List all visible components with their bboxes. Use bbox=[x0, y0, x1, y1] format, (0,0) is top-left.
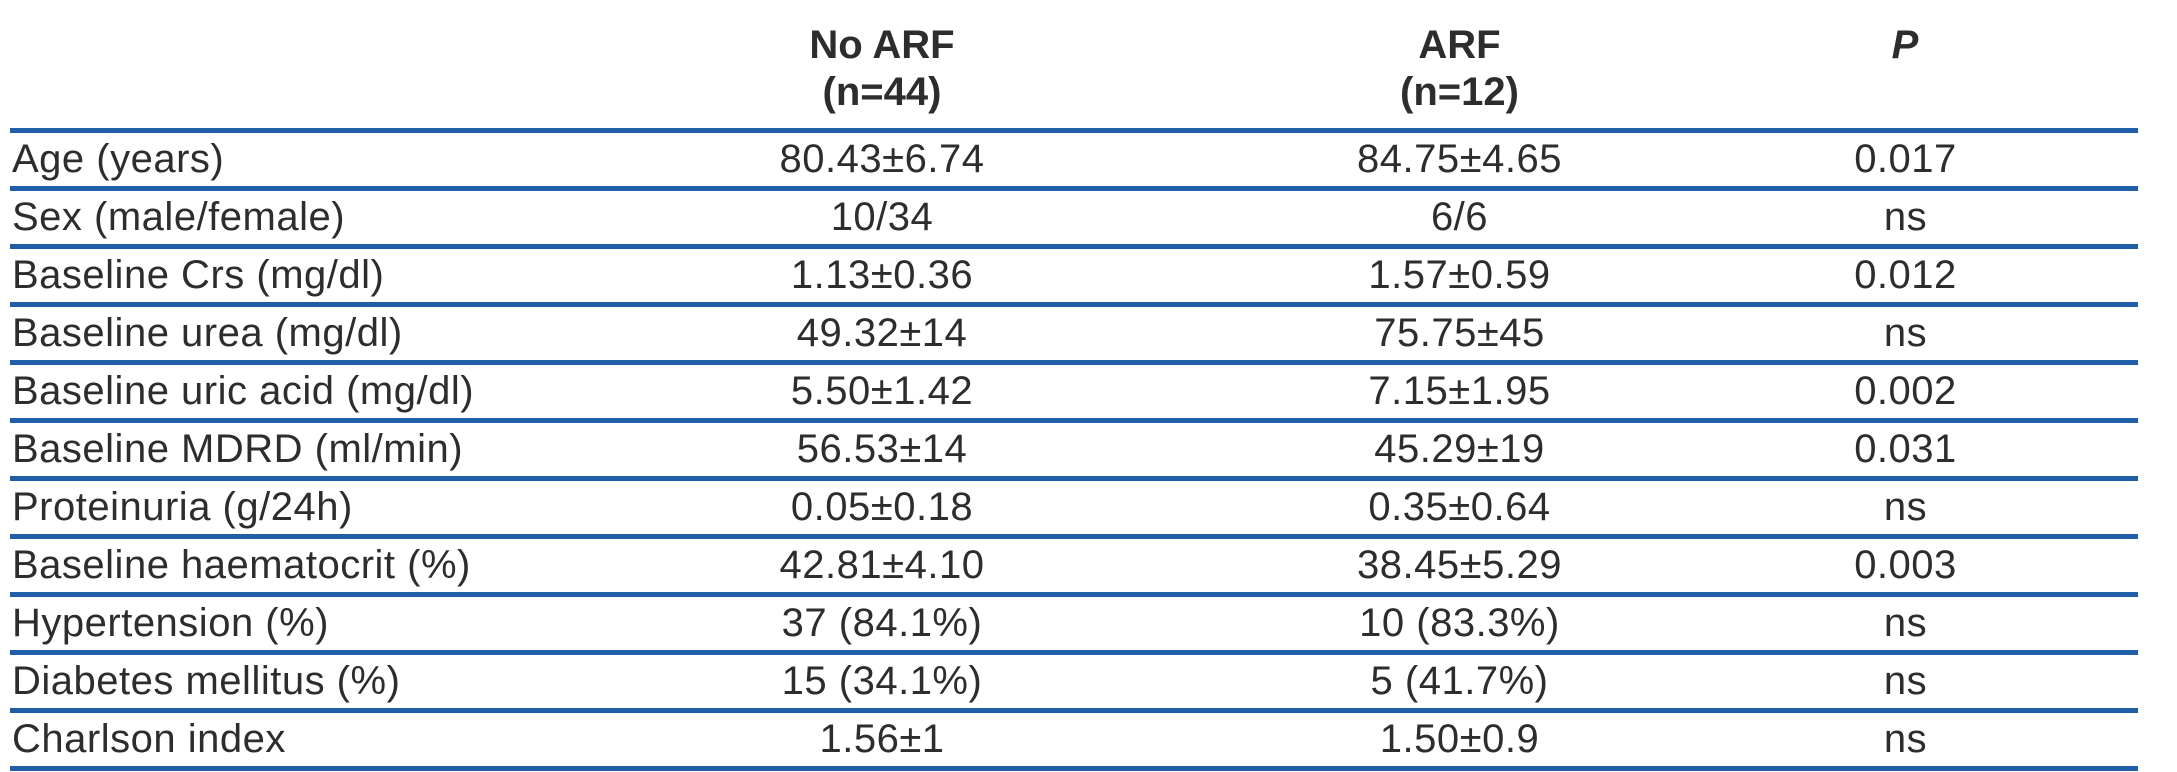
cell-p-value: 0.002 bbox=[1717, 362, 2138, 424]
cell-no-arf: 80.43±6.74 bbox=[562, 130, 1202, 192]
header-row: No ARF (n=44) ARF (n=12) P bbox=[10, 0, 2138, 134]
row-label: Baseline urea (mg/dl) bbox=[10, 304, 562, 366]
header-no-arf: No ARF (n=44) bbox=[562, 0, 1202, 134]
table-body: Age (years) 80.43±6.74 84.75±4.65 0.017 … bbox=[10, 130, 2138, 772]
cell-arf: 7.15±1.95 bbox=[1202, 362, 1717, 424]
cell-arf: 1.57±0.59 bbox=[1202, 246, 1717, 308]
cell-p-value: 0.012 bbox=[1717, 246, 2138, 308]
cell-arf: 0.35±0.64 bbox=[1202, 478, 1717, 540]
arf-comparison-table: No ARF (n=44) ARF (n=12) P Age (years) 8… bbox=[10, 0, 2138, 772]
row-label: Baseline MDRD (ml/min) bbox=[10, 420, 562, 482]
cell-p-value: ns bbox=[1717, 710, 2138, 772]
cell-p-value: 0.031 bbox=[1717, 420, 2138, 482]
row-label: Baseline Crs (mg/dl) bbox=[10, 246, 562, 308]
cell-no-arf: 5.50±1.42 bbox=[562, 362, 1202, 424]
row-label: Charlson index bbox=[10, 710, 562, 772]
table-row-baseline-urea: Baseline urea (mg/dl) 49.32±14 75.75±45 … bbox=[10, 304, 2138, 366]
table-row-baseline-haematocrit: Baseline haematocrit (%) 42.81±4.10 38.4… bbox=[10, 536, 2138, 598]
cell-p-value: ns bbox=[1717, 594, 2138, 656]
cell-arf: 38.45±5.29 bbox=[1202, 536, 1717, 598]
header-arf-n: (n=12) bbox=[1400, 70, 1519, 115]
cell-arf: 84.75±4.65 bbox=[1202, 130, 1717, 192]
cell-p-value: ns bbox=[1717, 304, 2138, 366]
cell-arf: 6/6 bbox=[1202, 188, 1717, 250]
table-row-baseline-mdrd: Baseline MDRD (ml/min) 56.53±14 45.29±19… bbox=[10, 420, 2138, 482]
cell-arf: 10 (83.3%) bbox=[1202, 594, 1717, 656]
cell-arf: 1.50±0.9 bbox=[1202, 710, 1717, 772]
cell-p-value: ns bbox=[1717, 478, 2138, 540]
cell-p-value: ns bbox=[1717, 188, 2138, 250]
cell-arf: 75.75±45 bbox=[1202, 304, 1717, 366]
cell-arf: 45.29±19 bbox=[1202, 420, 1717, 482]
cell-no-arf: 42.81±4.10 bbox=[562, 536, 1202, 598]
cell-no-arf: 1.13±0.36 bbox=[562, 246, 1202, 308]
header-no-arf-n: (n=44) bbox=[822, 70, 942, 115]
row-label: Baseline haematocrit (%) bbox=[10, 536, 562, 598]
header-empty-cell bbox=[10, 0, 562, 134]
header-no-arf-label: No ARF bbox=[809, 23, 955, 67]
cell-no-arf: 56.53±14 bbox=[562, 420, 1202, 482]
table-row-baseline-uric-acid: Baseline uric acid (mg/dl) 5.50±1.42 7.1… bbox=[10, 362, 2138, 424]
cell-p-value: ns bbox=[1717, 652, 2138, 714]
cell-p-value: 0.017 bbox=[1717, 130, 2138, 192]
row-label: Baseline uric acid (mg/dl) bbox=[10, 362, 562, 424]
row-label: Age (years) bbox=[10, 130, 562, 192]
header-arf: ARF (n=12) bbox=[1202, 0, 1717, 134]
cell-no-arf: 15 (34.1%) bbox=[562, 652, 1202, 714]
header-arf-label: ARF bbox=[1418, 23, 1501, 67]
header-p-value: P bbox=[1717, 0, 2138, 134]
cell-no-arf: 37 (84.1%) bbox=[562, 594, 1202, 656]
cell-no-arf: 1.56±1 bbox=[562, 710, 1202, 772]
row-label: Proteinuria (g/24h) bbox=[10, 478, 562, 540]
table-row-baseline-crs: Baseline Crs (mg/dl) 1.13±0.36 1.57±0.59… bbox=[10, 246, 2138, 308]
cell-no-arf: 49.32±14 bbox=[562, 304, 1202, 366]
comparison-table-container: No ARF (n=44) ARF (n=12) P Age (years) 8… bbox=[10, 0, 2138, 772]
row-label: Sex (male/female) bbox=[10, 188, 562, 250]
cell-no-arf: 10/34 bbox=[562, 188, 1202, 250]
table-row-age: Age (years) 80.43±6.74 84.75±4.65 0.017 bbox=[10, 130, 2138, 192]
table-row-hypertension: Hypertension (%) 37 (84.1%) 10 (83.3%) n… bbox=[10, 594, 2138, 656]
table-row-charlson-index: Charlson index 1.56±1 1.50±0.9 ns bbox=[10, 710, 2138, 772]
table-row-proteinuria: Proteinuria (g/24h) 0.05±0.18 0.35±0.64 … bbox=[10, 478, 2138, 540]
cell-p-value: 0.003 bbox=[1717, 536, 2138, 598]
cell-no-arf: 0.05±0.18 bbox=[562, 478, 1202, 540]
row-label: Diabetes mellitus (%) bbox=[10, 652, 562, 714]
table-row-sex: Sex (male/female) 10/34 6/6 ns bbox=[10, 188, 2138, 250]
cell-arf: 5 (41.7%) bbox=[1202, 652, 1717, 714]
table-header: No ARF (n=44) ARF (n=12) P bbox=[10, 0, 2138, 134]
table-row-diabetes: Diabetes mellitus (%) 15 (34.1%) 5 (41.7… bbox=[10, 652, 2138, 714]
row-label: Hypertension (%) bbox=[10, 594, 562, 656]
